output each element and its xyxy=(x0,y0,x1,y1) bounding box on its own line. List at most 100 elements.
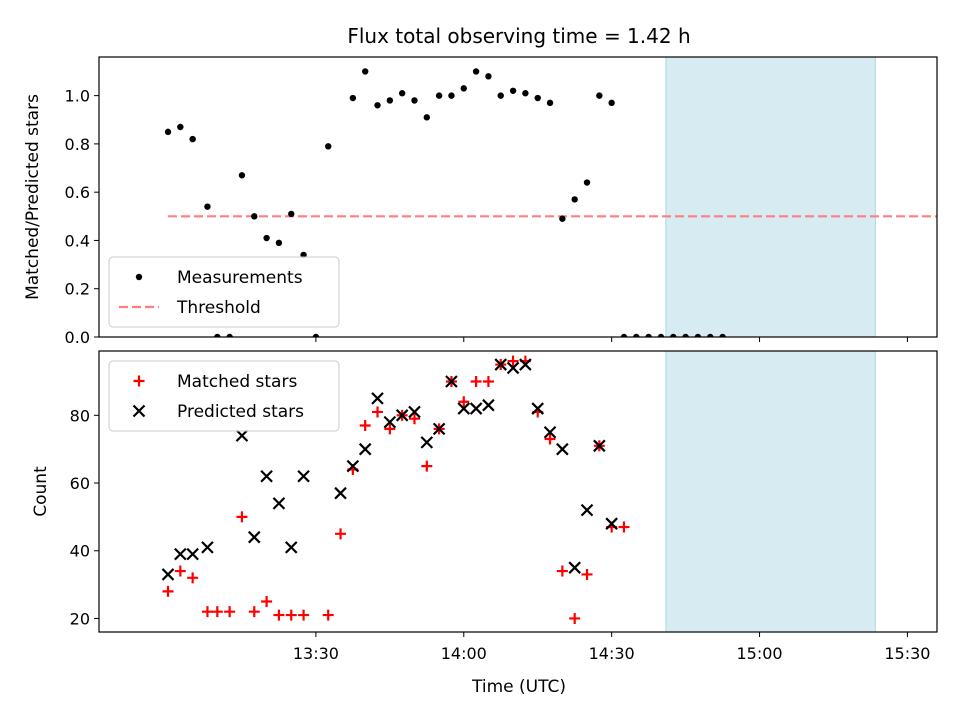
data-point xyxy=(408,413,420,425)
legend-label: Measurements xyxy=(177,268,303,288)
data-point xyxy=(497,92,504,99)
legend-label: Threshold xyxy=(176,298,261,318)
data-point xyxy=(285,609,297,621)
x-tick-label: 14:30 xyxy=(589,644,635,663)
data-point xyxy=(247,530,261,544)
legend: Matched stars Predicted stars xyxy=(108,360,340,432)
data-point xyxy=(201,541,214,554)
data-point xyxy=(288,210,295,218)
data-point xyxy=(398,90,406,97)
data-point xyxy=(580,503,594,517)
data-point xyxy=(559,215,566,222)
data-point xyxy=(482,398,495,412)
data-point xyxy=(325,143,332,150)
y-tick-label: 60 xyxy=(70,474,90,493)
data-point xyxy=(581,568,593,580)
data-point xyxy=(544,433,556,445)
data-point xyxy=(482,375,494,387)
y-tick-label: 80 xyxy=(70,406,90,425)
data-point xyxy=(186,547,199,561)
data-point xyxy=(485,73,492,80)
data-point xyxy=(556,565,568,577)
data-point xyxy=(174,565,186,577)
data-point xyxy=(384,423,396,435)
x-axis-label: Time (UTC) xyxy=(471,677,566,697)
y-tick-label: 40 xyxy=(70,542,90,561)
x-tick-label: 14:00 xyxy=(441,644,487,663)
data-point xyxy=(469,402,483,415)
data-point xyxy=(420,436,434,449)
data-point xyxy=(457,402,471,415)
data-point xyxy=(423,114,431,121)
data-point xyxy=(371,392,384,405)
data-point xyxy=(472,68,480,75)
data-point xyxy=(682,333,689,337)
data-point xyxy=(556,442,569,456)
axes-frame xyxy=(98,350,938,633)
data-point xyxy=(421,460,433,472)
data-point xyxy=(458,396,470,408)
data-point xyxy=(251,213,258,220)
data-point xyxy=(238,172,246,179)
data-point xyxy=(546,99,554,107)
axes-frame xyxy=(98,56,938,338)
ratio-panel: 0.0 0.2 0.4 0.6 0.8 1.0 Matched/Predicted star… xyxy=(23,56,938,347)
data-point xyxy=(372,406,384,418)
legend-marker-dot xyxy=(135,273,143,281)
data-point xyxy=(349,94,357,102)
data-point xyxy=(359,419,371,431)
data-point xyxy=(395,409,409,422)
y-tick-label: 0.6 xyxy=(65,183,90,202)
data-point xyxy=(519,358,532,371)
y-tick-label: 0.8 xyxy=(65,135,90,154)
data-point xyxy=(543,425,557,439)
data-point xyxy=(593,439,606,453)
data-point xyxy=(248,606,260,618)
data-point xyxy=(174,547,187,561)
data-point xyxy=(657,333,665,337)
data-point xyxy=(522,90,529,97)
data-point xyxy=(312,333,320,337)
data-point xyxy=(162,585,174,597)
data-point xyxy=(260,469,273,483)
data-point xyxy=(374,102,381,109)
legend-marker-x xyxy=(132,404,146,418)
legend: Measurements Threshold xyxy=(108,256,340,328)
data-point xyxy=(164,128,172,136)
data-point xyxy=(358,442,372,456)
legend-box xyxy=(108,360,340,432)
data-point xyxy=(707,333,714,337)
data-point xyxy=(470,375,482,387)
data-point xyxy=(189,135,196,143)
legend-label: Matched stars xyxy=(177,372,297,392)
data-point xyxy=(583,179,591,186)
data-point xyxy=(224,606,236,618)
data-point xyxy=(719,333,726,337)
data-point xyxy=(177,123,184,131)
data-point xyxy=(161,568,175,581)
data-point xyxy=(334,486,347,500)
data-point xyxy=(670,333,677,337)
data-point xyxy=(694,333,702,337)
data-point xyxy=(187,572,199,584)
data-point xyxy=(435,92,443,99)
y-tick-label: 0.4 xyxy=(65,231,90,250)
observing-window-shading xyxy=(665,57,876,337)
plot-area xyxy=(164,57,937,337)
x-tick-label: 15:00 xyxy=(736,644,782,663)
data-point xyxy=(633,333,640,337)
data-point xyxy=(645,333,652,337)
data-point xyxy=(214,333,221,337)
x-tick-label: 15:30 xyxy=(884,644,930,663)
y-tick-label: 0.0 xyxy=(65,328,90,347)
data-point xyxy=(618,521,630,533)
data-point xyxy=(386,97,394,104)
y-axis-label: Count xyxy=(31,466,51,517)
data-point xyxy=(448,92,455,99)
data-point xyxy=(494,358,508,371)
data-point xyxy=(460,85,467,92)
legend-box xyxy=(108,256,340,328)
y-tick-label: 0.2 xyxy=(65,280,90,299)
plot-area xyxy=(161,351,876,632)
